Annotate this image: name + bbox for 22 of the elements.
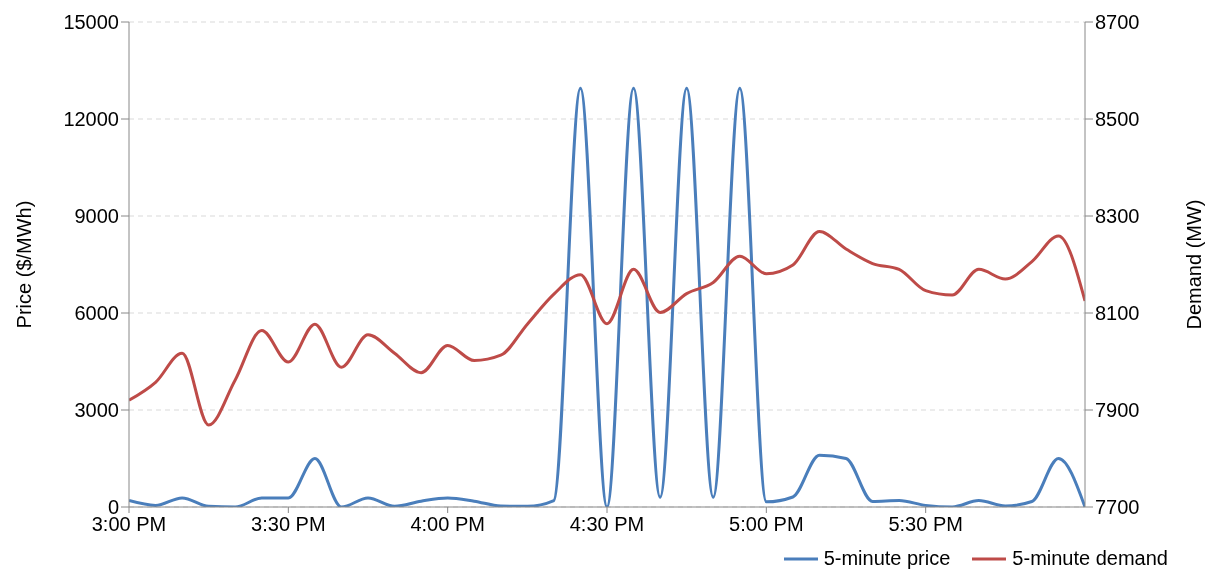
x-tick-label: 3:30 PM <box>251 513 326 535</box>
y-tick-label: 3000 <box>74 399 119 422</box>
y-tick-label: 6000 <box>74 302 119 325</box>
legend-label: 5-minute demand <box>1012 547 1168 570</box>
y2-axis-title: Demand (MW) <box>1183 199 1206 330</box>
x-tick-label: 4:00 PM <box>410 513 485 535</box>
y2-tick-label: 7700 <box>1095 496 1140 519</box>
y2-tick-label: 7900 <box>1095 399 1140 422</box>
y-axis-title: Price ($/MWh) <box>13 200 36 329</box>
x-tick-label: 5:00 PM <box>729 513 804 535</box>
y2-tick-label: 8500 <box>1095 108 1140 131</box>
x-tick-label: 3:00 PM <box>91 513 167 535</box>
x-tick-label: 4:30 PM <box>569 513 645 535</box>
x-tick-label: 5:30 PM <box>888 513 963 535</box>
y-tick-label: 15000 <box>63 11 119 34</box>
y-tick-label: 9000 <box>74 205 119 228</box>
line-series <box>129 230 1085 427</box>
y2-tick-label: 8100 <box>1095 302 1140 325</box>
y2-tick-label: 8300 <box>1095 205 1140 228</box>
y-tick-label: 12000 <box>63 108 119 131</box>
legend-label: 5-minute price <box>823 547 951 570</box>
y2-tick-label: 8700 <box>1095 11 1140 34</box>
